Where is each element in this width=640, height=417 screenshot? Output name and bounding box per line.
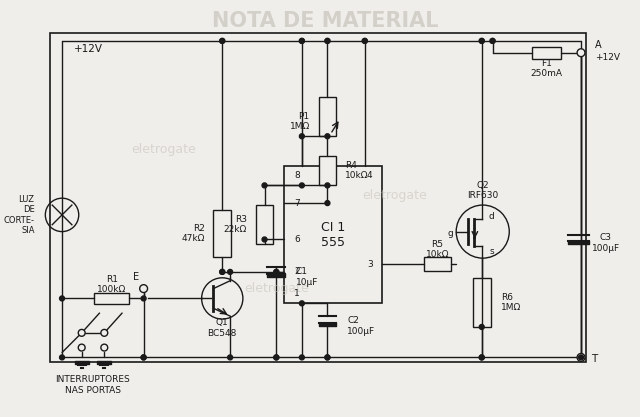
Circle shape [325, 38, 330, 43]
Text: g: g [447, 229, 453, 238]
Text: eletrogate: eletrogate [244, 282, 308, 295]
Text: F1
250mA: F1 250mA [531, 59, 563, 78]
Text: LUZ
DE
CORTE-
SIA: LUZ DE CORTE- SIA [3, 195, 35, 235]
Circle shape [78, 329, 85, 336]
Text: 4: 4 [367, 171, 372, 180]
Bar [473, 278, 491, 327]
Bar [255, 205, 273, 244]
Text: R2
47kΩ: R2 47kΩ [181, 224, 205, 243]
Circle shape [479, 38, 484, 43]
Circle shape [300, 134, 305, 139]
Circle shape [60, 355, 65, 360]
Circle shape [141, 296, 146, 301]
Text: T: T [591, 354, 597, 364]
Circle shape [262, 237, 267, 242]
Circle shape [101, 329, 108, 336]
Circle shape [220, 38, 225, 43]
Text: C2
100μF: C2 100μF [347, 316, 375, 336]
Text: R5
10kΩ: R5 10kΩ [426, 240, 449, 259]
Text: 8: 8 [294, 171, 300, 180]
Text: R1
100kΩ: R1 100kΩ [97, 275, 126, 294]
Text: +12V: +12V [595, 53, 620, 62]
Text: eletrogate: eletrogate [362, 189, 427, 202]
Bar [213, 210, 231, 257]
Text: +12V: +12V [74, 44, 103, 54]
Text: 6: 6 [294, 235, 300, 244]
Circle shape [325, 38, 330, 43]
Circle shape [141, 355, 146, 360]
Circle shape [202, 278, 243, 319]
Circle shape [78, 344, 85, 351]
Text: C1
10μF: C1 10μF [296, 267, 318, 286]
Circle shape [274, 355, 279, 360]
Circle shape [362, 38, 367, 43]
Circle shape [362, 38, 367, 43]
Circle shape [479, 355, 484, 360]
Circle shape [300, 38, 305, 43]
Circle shape [579, 355, 584, 360]
Circle shape [45, 198, 79, 231]
Text: eletrogate: eletrogate [131, 143, 196, 156]
Circle shape [274, 269, 279, 274]
Text: E: E [132, 272, 139, 282]
Text: s: s [489, 247, 494, 256]
Circle shape [479, 324, 484, 329]
Text: Q2
IRF630: Q2 IRF630 [467, 181, 499, 200]
Bar [319, 97, 336, 136]
Circle shape [300, 38, 305, 43]
Text: CI 1
555: CI 1 555 [321, 221, 346, 249]
Circle shape [577, 49, 585, 57]
Circle shape [140, 285, 148, 293]
Text: 3: 3 [367, 259, 372, 269]
Text: P1
1MΩ: P1 1MΩ [289, 112, 310, 131]
Circle shape [101, 344, 108, 351]
Circle shape [490, 38, 495, 43]
Text: C3
100μF: C3 100μF [591, 233, 620, 253]
Text: A: A [595, 40, 602, 50]
Circle shape [228, 269, 232, 274]
Text: R4
10kΩ: R4 10kΩ [345, 161, 369, 181]
Bar [424, 257, 451, 271]
Text: 1: 1 [294, 289, 300, 298]
Text: d: d [489, 212, 495, 221]
Circle shape [300, 301, 305, 306]
Text: Q1
BC548: Q1 BC548 [207, 318, 237, 338]
Circle shape [262, 183, 267, 188]
Circle shape [325, 355, 330, 360]
Circle shape [325, 134, 330, 139]
Circle shape [490, 38, 495, 43]
Text: 7: 7 [294, 198, 300, 208]
Circle shape [274, 355, 279, 360]
Circle shape [325, 183, 330, 188]
Bar [284, 166, 383, 303]
Circle shape [60, 296, 65, 301]
Circle shape [220, 269, 225, 274]
Bar [532, 47, 561, 59]
Bar [95, 293, 129, 304]
Text: 2: 2 [294, 267, 300, 276]
Circle shape [577, 354, 585, 362]
Text: NOTA DE MATERIAL: NOTA DE MATERIAL [212, 11, 438, 31]
Circle shape [325, 201, 330, 206]
Circle shape [300, 183, 305, 188]
Circle shape [228, 355, 232, 360]
Bar [50, 33, 586, 362]
Circle shape [300, 355, 305, 360]
Circle shape [325, 355, 330, 360]
Circle shape [141, 355, 146, 360]
Text: R3
22kΩ: R3 22kΩ [223, 215, 247, 234]
Circle shape [456, 205, 509, 258]
Circle shape [479, 38, 484, 43]
Circle shape [220, 38, 225, 43]
Circle shape [220, 269, 225, 274]
Bar [319, 156, 336, 186]
Circle shape [479, 355, 484, 360]
Circle shape [274, 269, 279, 274]
Text: R6
1MΩ: R6 1MΩ [501, 293, 522, 312]
Text: INTERRUPTORES
NAS PORTAS: INTERRUPTORES NAS PORTAS [55, 375, 130, 394]
